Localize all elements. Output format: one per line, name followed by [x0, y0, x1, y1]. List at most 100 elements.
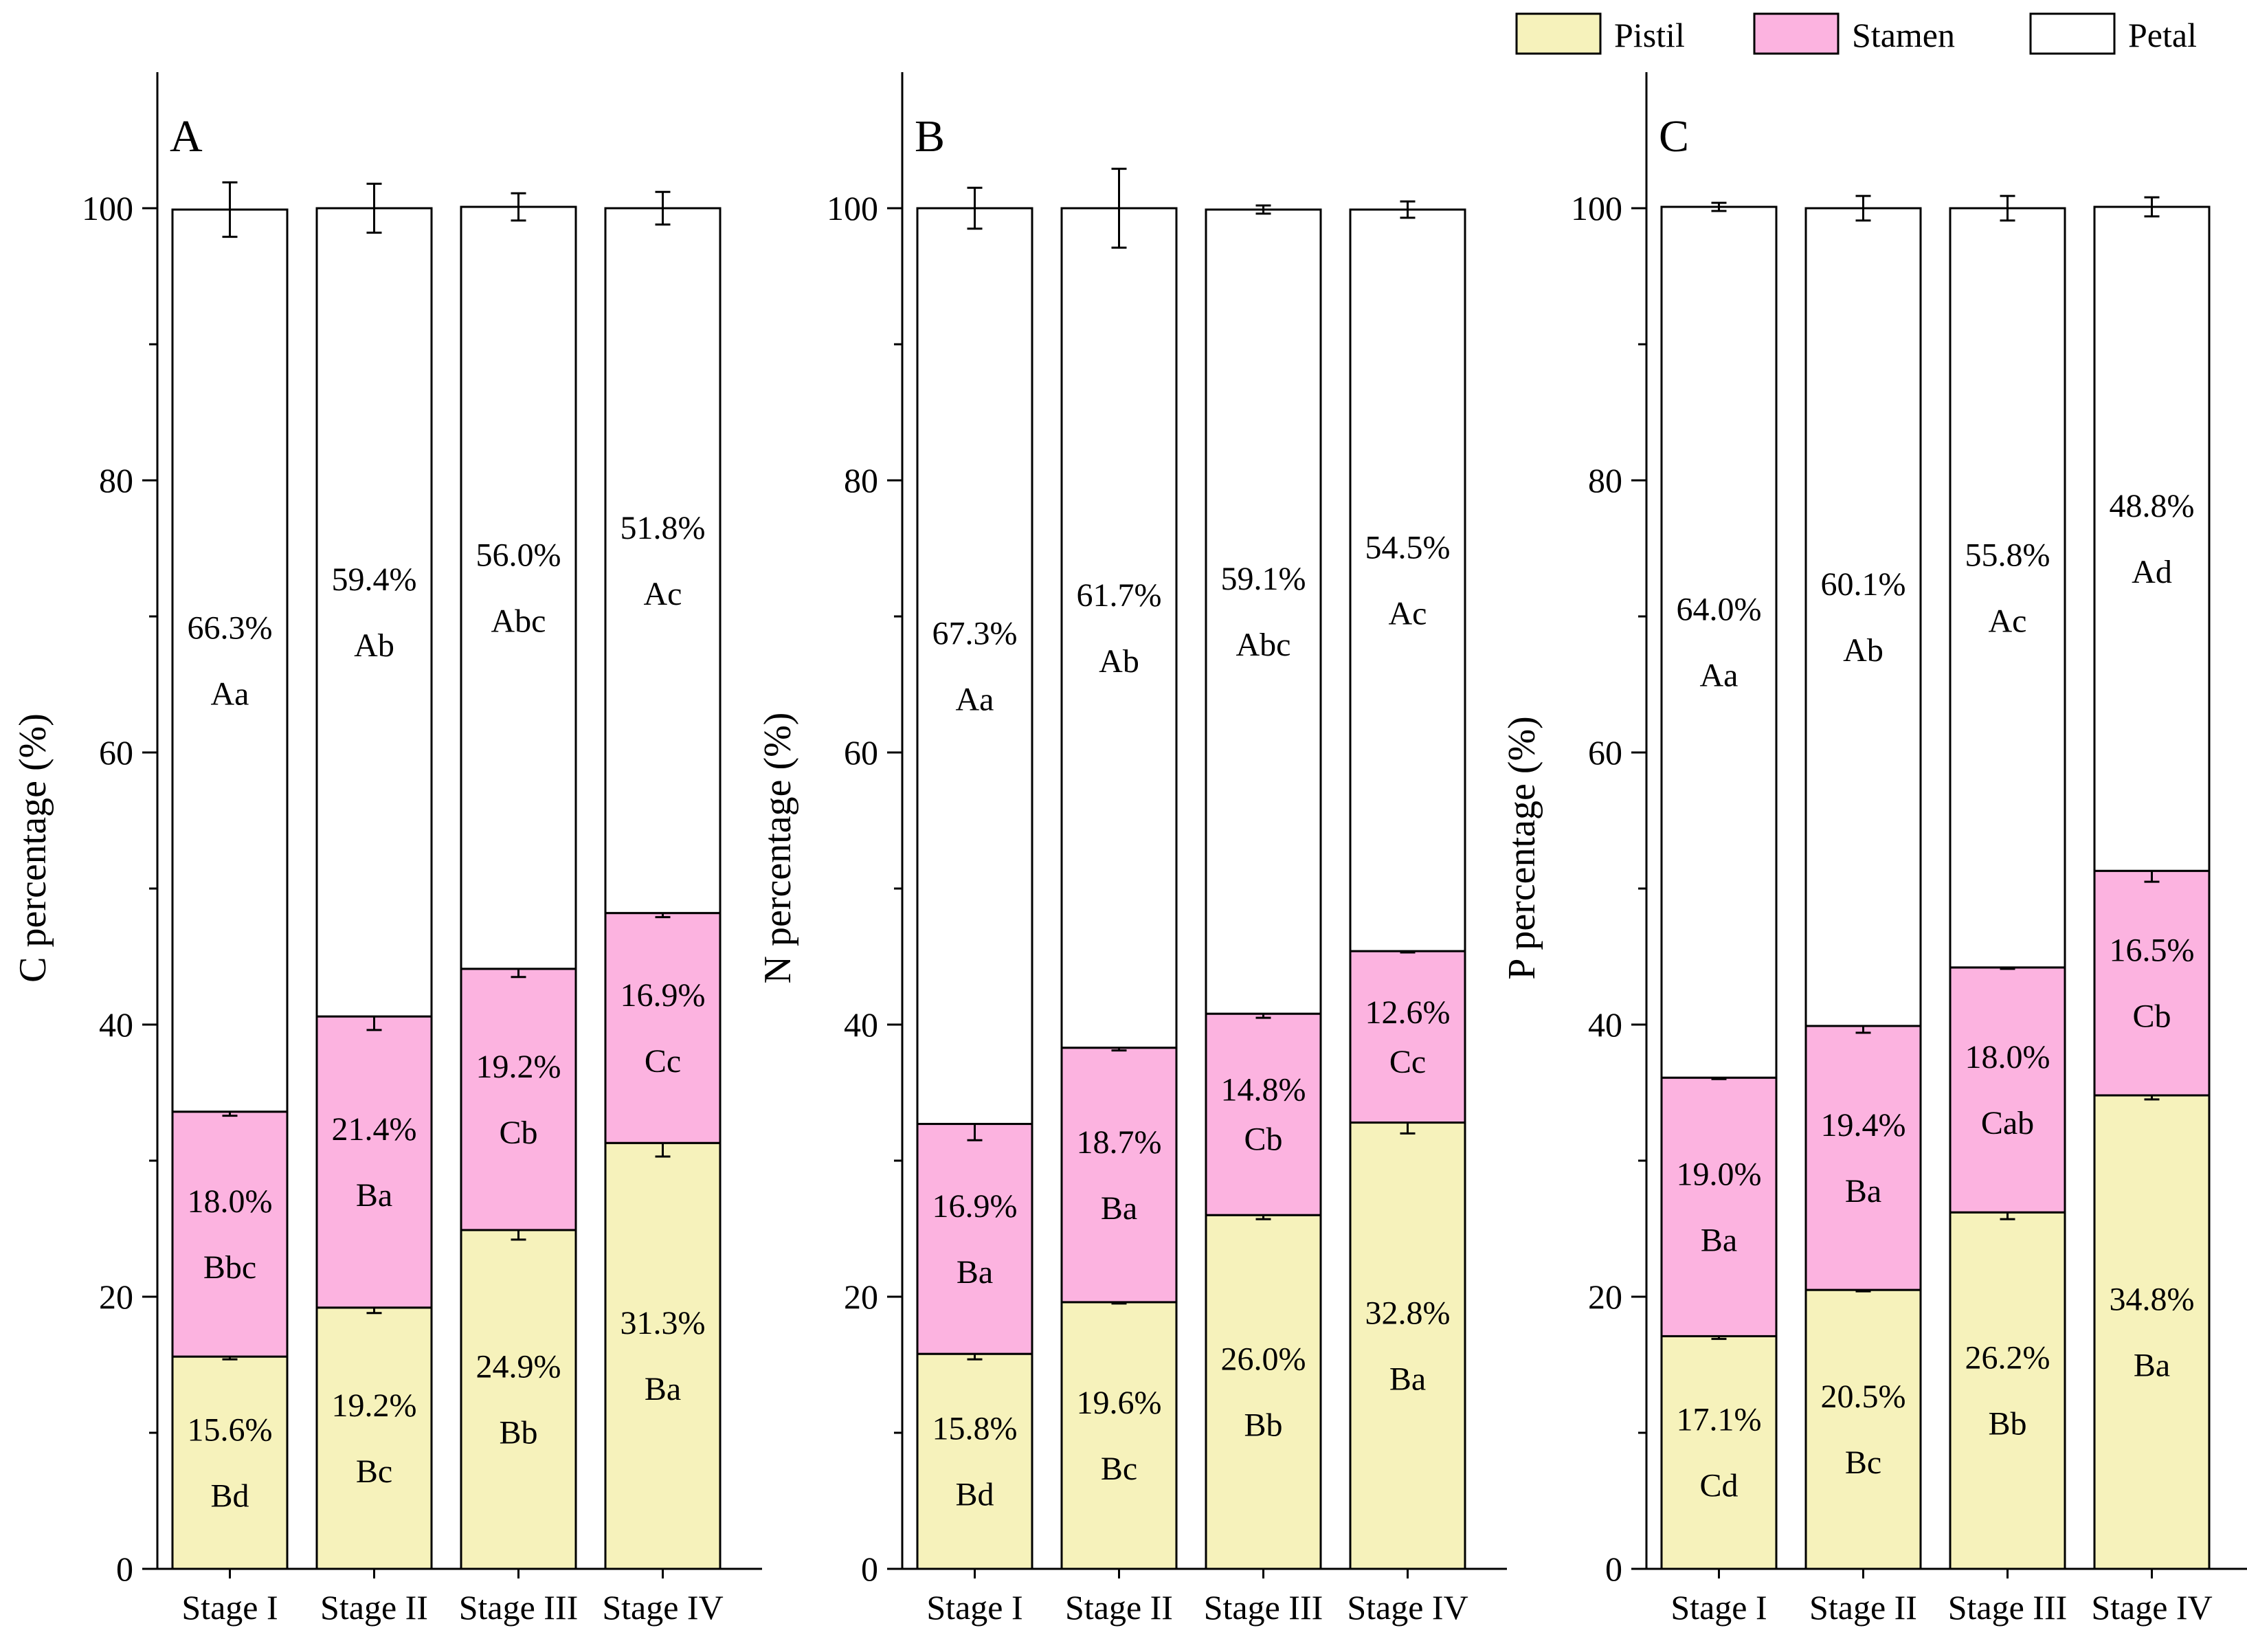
significance-label: Bbc — [203, 1249, 256, 1286]
x-tick-label: Stage IV — [602, 1588, 723, 1627]
significance-label: Ba — [1845, 1173, 1881, 1209]
data-label: 61.7% — [1077, 577, 1162, 614]
significance-label: Ba — [356, 1177, 392, 1214]
y-tick-label: 20 — [844, 1277, 878, 1316]
data-label: 48.8% — [2110, 488, 2195, 524]
panel-letter: A — [170, 111, 203, 161]
panel-letter: C — [1659, 111, 1689, 161]
bar-segment-pistil — [1660, 1335, 1778, 1570]
bar-segment-pistil — [1060, 1301, 1178, 1570]
bar-segment-pistil — [1205, 1214, 1322, 1570]
bar-segment-pistil — [1804, 1288, 1922, 1570]
data-label: 51.8% — [621, 510, 706, 546]
data-label: 19.4% — [1821, 1107, 1906, 1143]
bar-segment-petal — [1349, 208, 1466, 952]
chart-panel-A: 15.6% Bd 18.0% Bbc 66.3% Aa Stage I 19.2% Bc 21.4… — [12, 72, 762, 1627]
bar-segment-petal — [604, 207, 722, 915]
significance-label: Bd — [210, 1478, 249, 1515]
y-tick-label: 80 — [844, 461, 878, 500]
bar-segment-petal — [460, 205, 577, 970]
x-tick-label: Stage IV — [2091, 1588, 2212, 1627]
significance-label: Ab — [1099, 643, 1139, 680]
bar-segment-stamen — [1349, 950, 1466, 1124]
bar-segment-stamen — [916, 1123, 1033, 1355]
data-label: 26.0% — [1221, 1341, 1306, 1378]
y-tick-label: 20 — [99, 1277, 133, 1316]
data-label: 16.5% — [2110, 933, 2195, 969]
y-tick-label: 40 — [1588, 1005, 1622, 1044]
data-label: 32.8% — [1365, 1295, 1451, 1331]
chart-panel-C: 17.1% Cd 19.0% Ba 64.0% Aa Stage I 20.5% Bc 19.4%… — [1501, 72, 2247, 1627]
y-tick-label: 80 — [1588, 461, 1622, 500]
x-tick-label: Stage III — [459, 1588, 579, 1627]
x-tick-label: Stage I — [1670, 1588, 1767, 1627]
significance-label: Aa — [1700, 658, 1739, 694]
bar-segment-petal — [315, 207, 433, 1018]
bar-segment-stamen — [315, 1015, 433, 1309]
y-axis-title: C percentage (%) — [12, 713, 54, 983]
data-label: 54.5% — [1365, 530, 1451, 566]
data-label: 18.0% — [1965, 1039, 2050, 1075]
bar-segment-stamen — [460, 968, 577, 1231]
data-label: 16.9% — [932, 1188, 1018, 1225]
significance-label: Bb — [1988, 1406, 2026, 1442]
x-tick-label: Stage IV — [1347, 1588, 1468, 1627]
significance-label: Aa — [211, 676, 249, 712]
y-tick-label: 100 — [82, 189, 133, 227]
legend: Pistil Stamen Petal — [1515, 12, 2197, 55]
data-label: 15.8% — [932, 1411, 1018, 1447]
x-tick-label: Stage I — [926, 1588, 1022, 1627]
data-label: 17.1% — [1677, 1402, 1762, 1438]
x-tick-label: Stage II — [1065, 1588, 1173, 1627]
panel-letter: B — [915, 111, 945, 161]
x-tick-label: Stage I — [181, 1588, 278, 1627]
bar-segment-stamen — [1060, 1047, 1178, 1304]
data-label: 12.6% — [1365, 994, 1451, 1031]
data-label: 24.9% — [476, 1348, 561, 1385]
significance-label: Cd — [1699, 1468, 1738, 1504]
data-label: 59.4% — [332, 561, 417, 598]
y-tick-label: 60 — [1588, 733, 1622, 772]
y-tick-label: 100 — [827, 189, 878, 227]
y-tick-label: 100 — [1571, 189, 1622, 227]
data-label: 19.0% — [1677, 1156, 1762, 1192]
significance-label: Bd — [955, 1477, 994, 1513]
data-label: 20.5% — [1821, 1378, 1906, 1415]
significance-label: Abc — [1236, 627, 1291, 663]
significance-label: Ba — [957, 1254, 993, 1291]
data-label: 67.3% — [932, 615, 1018, 651]
bar-segment-petal — [1660, 205, 1778, 1079]
bar-segment-petal — [1804, 207, 1922, 1027]
significance-label: Ac — [1389, 596, 1427, 632]
bar-segment-petal — [171, 208, 289, 1113]
significance-label: Bb — [499, 1414, 537, 1451]
y-tick-label: 80 — [99, 461, 133, 500]
y-tick-label: 0 — [1605, 1550, 1622, 1588]
bar-segment-petal — [1205, 208, 1322, 1015]
bar-segment-stamen — [1660, 1076, 1778, 1337]
significance-label: Ab — [1843, 632, 1883, 669]
significance-label: Aa — [956, 681, 994, 717]
bar-segment-petal — [1060, 207, 1178, 1049]
significance-label: Bc — [1845, 1444, 1881, 1481]
significance-label: Ba — [1701, 1222, 1737, 1258]
bar-segment-pistil — [460, 1229, 577, 1570]
y-tick-label: 40 — [844, 1005, 878, 1044]
y-tick-label: 0 — [861, 1550, 878, 1588]
significance-label: Bc — [356, 1453, 392, 1490]
data-label: 55.8% — [1965, 537, 2050, 573]
y-tick-label: 40 — [99, 1005, 133, 1044]
significance-label: Ba — [2134, 1347, 2170, 1383]
bar-segment-stamen — [1205, 1012, 1322, 1216]
bar-segment-pistil — [1349, 1121, 1466, 1570]
significance-label: Ba — [645, 1371, 681, 1407]
bar-segment-petal — [2093, 205, 2211, 872]
chart-panels: 15.6% Bd 18.0% Bbc 66.3% Aa Stage I 19.2% Bc 21.4… — [12, 72, 2247, 1627]
y-tick-label: 20 — [1588, 1277, 1622, 1316]
bar-segment-stamen — [2093, 869, 2211, 1097]
data-label: 60.1% — [1821, 566, 1906, 603]
bar-segment-stamen — [1949, 966, 2066, 1214]
significance-label: Ba — [1101, 1190, 1137, 1227]
significance-label: Abc — [491, 603, 546, 639]
y-tick-label: 60 — [844, 733, 878, 772]
